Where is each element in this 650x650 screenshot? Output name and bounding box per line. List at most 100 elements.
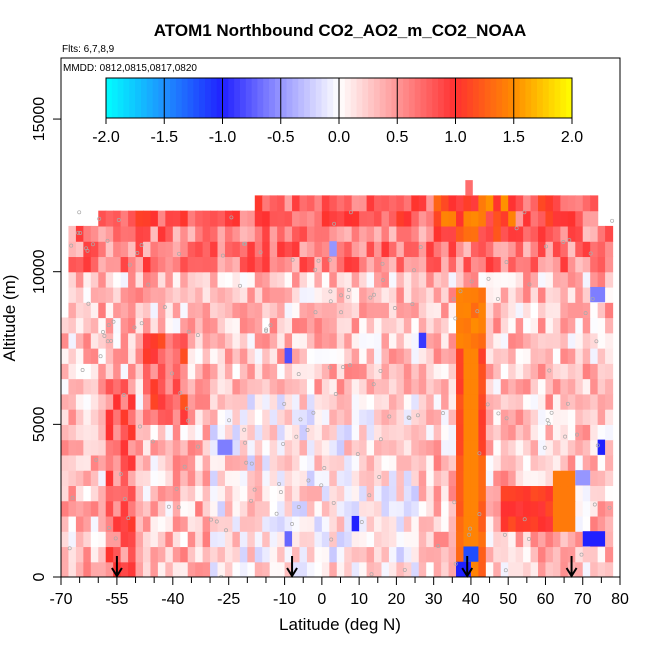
- heatmap-cell: [239, 348, 248, 364]
- heatmap-cell: [441, 210, 450, 227]
- heatmap-cell: [463, 332, 472, 349]
- heatmap-cell: [336, 195, 345, 212]
- heatmap-cell: [508, 332, 517, 349]
- sample-point: [258, 250, 263, 255]
- heatmap-cell: [582, 561, 591, 577]
- heatmap-cell: [202, 439, 211, 456]
- heatmap-cell: [351, 363, 360, 380]
- heatmap-cell: [590, 348, 599, 364]
- colorbar-swatch: [496, 78, 503, 118]
- heatmap-cell: [359, 393, 368, 410]
- heatmap-cell: [105, 393, 114, 410]
- heatmap-cell: [83, 454, 92, 471]
- heatmap-cell: [105, 225, 114, 242]
- heatmap-cell: [433, 454, 442, 471]
- heatmap-cell: [254, 378, 263, 395]
- heatmap-cell: [470, 317, 479, 334]
- heatmap-cell: [545, 439, 554, 456]
- heatmap-cell: [567, 348, 576, 364]
- heatmap-cell: [187, 531, 196, 548]
- colorbar-swatch: [245, 78, 253, 118]
- heatmap-cell: [150, 515, 159, 532]
- heatmap-cell: [463, 317, 472, 334]
- heatmap-cell: [538, 515, 547, 532]
- heatmap-cell: [195, 531, 204, 548]
- arrow-head: [461, 567, 474, 578]
- heatmap-cell: [157, 546, 166, 563]
- sample-point: [549, 410, 554, 415]
- heatmap-cell: [165, 470, 174, 487]
- colorbar-swatch: [117, 78, 124, 118]
- heatmap-cell: [210, 225, 219, 242]
- heatmap-cell: [567, 485, 576, 502]
- heatmap-cell: [98, 531, 107, 548]
- sample-point: [514, 226, 519, 231]
- heatmap-cell: [277, 424, 286, 441]
- sample-point: [176, 505, 181, 510]
- heatmap-cell: [470, 271, 479, 288]
- heatmap-cell: [523, 363, 532, 380]
- heatmap-cell: [552, 348, 561, 364]
- heatmap-cell: [456, 546, 465, 563]
- heatmap-cell: [411, 424, 420, 441]
- heatmap-cell: [262, 195, 271, 212]
- heatmap-cell: [157, 225, 166, 242]
- heatmap-cell: [478, 485, 487, 502]
- heatmap-cell: [217, 256, 226, 273]
- heatmap-cell: [403, 348, 412, 364]
- heatmap-cell: [284, 439, 293, 456]
- heatmap-cell: [195, 393, 204, 410]
- heatmap-cell: [545, 241, 554, 258]
- heatmap-cell: [478, 454, 487, 471]
- heatmap-cell: [582, 225, 591, 242]
- sample-point: [67, 546, 72, 551]
- heatmap-cell: [306, 286, 316, 303]
- heatmap-cell: [113, 210, 122, 227]
- heatmap-cell: [113, 515, 122, 532]
- heatmap-cell: [247, 561, 256, 577]
- colorbar-swatch: [408, 78, 416, 118]
- heatmap-cell: [321, 210, 330, 227]
- heatmap-cell: [113, 302, 122, 319]
- heatmap-cell: [284, 409, 293, 425]
- heatmap-cell: [418, 348, 427, 364]
- heatmap-cell: [165, 393, 174, 410]
- heatmap-cell: [448, 256, 457, 273]
- colorbar-swatch: [397, 78, 404, 118]
- heatmap-cell: [575, 485, 584, 502]
- heatmap-cell: [463, 531, 472, 548]
- heatmap-cell: [306, 195, 316, 212]
- heatmap-cell: [202, 409, 211, 425]
- heatmap-cell: [523, 256, 532, 273]
- heatmap-cell: [366, 241, 375, 258]
- heatmap-cell: [448, 531, 457, 548]
- heatmap-cell: [247, 332, 256, 349]
- heatmap-cell: [247, 256, 256, 273]
- heatmap-cell: [426, 515, 435, 532]
- heatmap-cell: [590, 485, 599, 502]
- heatmap-cell: [478, 409, 487, 425]
- heatmap-cell: [210, 393, 219, 410]
- heatmap-cell: [575, 348, 584, 364]
- heatmap-cell: [359, 378, 368, 395]
- heatmap-cell: [150, 409, 159, 425]
- heatmap-cell: [515, 454, 524, 471]
- heatmap-cell: [254, 332, 263, 349]
- heatmap-cell: [515, 515, 524, 532]
- sample-point: [592, 502, 597, 507]
- heatmap-cell: [605, 241, 614, 258]
- heatmap-cell: [180, 348, 189, 364]
- heatmap-cell: [247, 531, 256, 548]
- heatmap-cell: [262, 317, 271, 334]
- heatmap-cell: [284, 546, 293, 563]
- heatmap-cell: [485, 241, 494, 258]
- heatmap-cell: [321, 500, 330, 517]
- heatmap-cell: [508, 561, 517, 577]
- heatmap-cell: [336, 256, 345, 273]
- heatmap-cell: [195, 241, 204, 258]
- heatmap-cell: [336, 378, 345, 395]
- heatmap-cell: [165, 485, 174, 502]
- sample-point: [346, 294, 351, 299]
- heatmap-cell: [314, 210, 323, 227]
- heatmap-cell: [254, 454, 263, 471]
